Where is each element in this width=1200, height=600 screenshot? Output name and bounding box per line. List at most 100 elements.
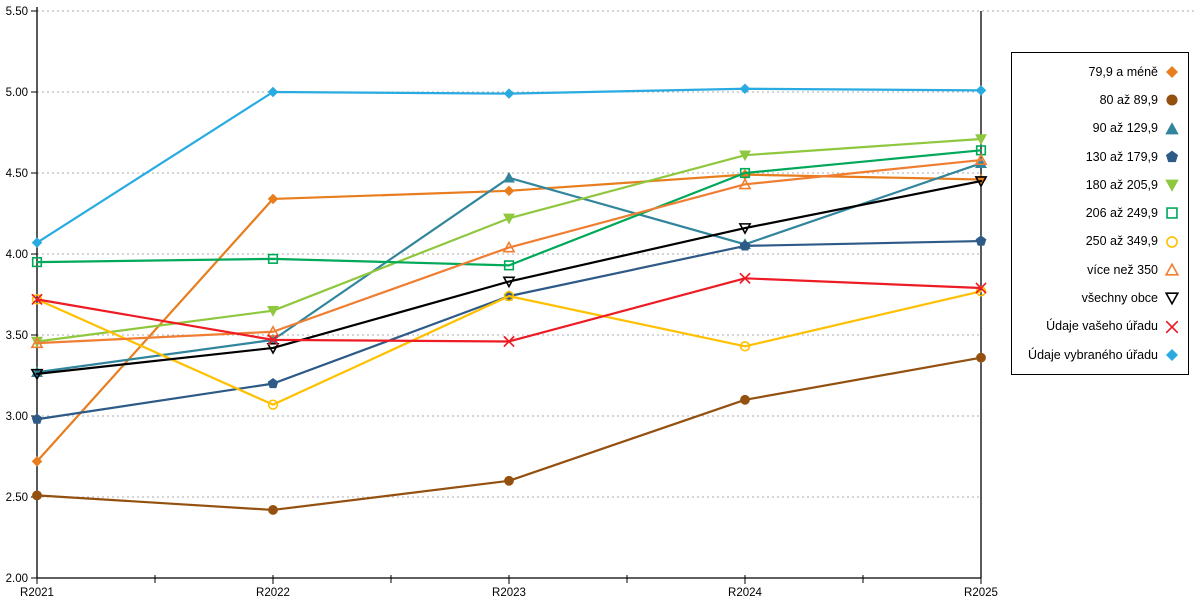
triangle-down-marker-icon bbox=[975, 134, 987, 146]
legend-label: 206 až 249,9 bbox=[1085, 206, 1158, 221]
legend-marker-icon bbox=[1166, 94, 1178, 106]
triangle-up-marker-icon bbox=[975, 157, 987, 168]
x-marker-icon bbox=[739, 272, 751, 284]
square-marker-icon bbox=[31, 257, 43, 268]
y-tick-label: 3.00 bbox=[6, 411, 28, 423]
diamond-marker-icon bbox=[1165, 66, 1179, 79]
triangle-up-marker-icon bbox=[266, 325, 280, 337]
triangle-down-marker-icon bbox=[739, 150, 751, 162]
triangle-up-marker-icon bbox=[738, 177, 752, 190]
diamond-marker-icon bbox=[267, 193, 279, 205]
series-line bbox=[35, 290, 983, 406]
pentagon-marker-icon bbox=[975, 235, 987, 246]
legend-item: více než 350 bbox=[1016, 262, 1180, 278]
legend-marker-icon bbox=[1164, 262, 1180, 276]
triangle-up-marker-icon bbox=[974, 153, 988, 166]
diamond-marker-icon bbox=[267, 86, 279, 98]
series-line bbox=[35, 356, 983, 512]
square-marker-icon bbox=[739, 167, 751, 179]
x-tick-label: R2023 bbox=[492, 587, 526, 599]
legend-item: 206 až 249,9 bbox=[1016, 205, 1180, 221]
legend-item: 180 až 205,9 bbox=[1016, 177, 1180, 193]
x-marker-icon bbox=[31, 293, 43, 305]
legend-marker-icon bbox=[1165, 121, 1179, 134]
diamond-marker-icon bbox=[31, 237, 43, 249]
x-tick-label: R2024 bbox=[728, 587, 762, 599]
circle-marker-icon bbox=[739, 341, 751, 352]
triangle-up-marker-icon bbox=[1165, 121, 1179, 134]
x-marker-icon bbox=[1165, 320, 1179, 333]
circle-marker-icon bbox=[1166, 235, 1178, 248]
diamond-marker-icon bbox=[31, 456, 43, 467]
legend-item: všechny obce bbox=[1016, 290, 1180, 306]
triangle-up-marker-icon bbox=[30, 336, 44, 349]
legend-marker-icon bbox=[1166, 207, 1178, 220]
triangle-down-marker-icon bbox=[502, 276, 516, 289]
circle-marker-icon bbox=[504, 475, 514, 486]
legend-item: 250 až 349,9 bbox=[1016, 234, 1180, 250]
legend-label: 250 až 349,9 bbox=[1085, 234, 1158, 249]
square-marker-icon bbox=[267, 253, 279, 264]
legend-label: všechny obce bbox=[1081, 291, 1158, 305]
legend-label: Údaje vybraného úřadu bbox=[1028, 347, 1158, 362]
y-tick-label: 2.00 bbox=[6, 573, 28, 585]
pentagon-marker-icon bbox=[739, 240, 751, 251]
x-marker-icon bbox=[503, 336, 515, 347]
triangle-down-marker-icon bbox=[266, 342, 280, 355]
circle-marker-icon bbox=[976, 352, 986, 363]
circle-marker-icon bbox=[503, 290, 515, 302]
pentagon-marker-icon bbox=[1165, 150, 1179, 163]
circle-marker-icon bbox=[32, 490, 42, 501]
square-marker-icon bbox=[1166, 207, 1178, 220]
circle-marker-icon bbox=[1166, 94, 1178, 106]
triangle-up-marker-icon bbox=[503, 171, 515, 183]
diamond-marker-icon bbox=[739, 83, 751, 95]
legend-label: více než 350 bbox=[1087, 262, 1158, 277]
y-tick-label: 4.50 bbox=[6, 168, 28, 180]
triangle-down-marker-icon bbox=[30, 368, 44, 381]
y-tick-label: 3.50 bbox=[6, 330, 28, 342]
legend-item: 79,9 a méně bbox=[1016, 64, 1180, 80]
legend-label: 90 až 129,9 bbox=[1092, 121, 1158, 136]
series-line bbox=[35, 239, 983, 421]
legend-item: Údaje vybraného úřadu bbox=[1016, 347, 1180, 363]
series-line bbox=[35, 149, 983, 267]
x-tick-label: R2022 bbox=[256, 587, 290, 599]
legend-marker-icon bbox=[1165, 66, 1179, 79]
legend-item: 130 až 179,9 bbox=[1016, 149, 1180, 165]
series-line bbox=[35, 158, 983, 345]
legend-marker-icon bbox=[1166, 235, 1178, 248]
diamond-marker-icon bbox=[975, 85, 987, 96]
circle-marker-icon bbox=[740, 394, 750, 405]
legend-label: Údaje vašeho úřadu bbox=[1046, 319, 1158, 334]
diamond-marker-icon bbox=[503, 88, 515, 99]
triangle-down-marker-icon bbox=[503, 213, 515, 225]
legend-item: Údaje vašeho úřadu bbox=[1016, 319, 1180, 335]
diamond-marker-icon bbox=[1165, 348, 1179, 361]
legend-marker-icon bbox=[1165, 179, 1179, 192]
circle-marker-icon bbox=[268, 505, 278, 515]
legend-item: 80 až 89,9 bbox=[1016, 92, 1180, 108]
x-tick-label: R2025 bbox=[964, 587, 998, 599]
pentagon-marker-icon bbox=[267, 377, 279, 389]
triangle-down-marker-icon bbox=[1164, 292, 1180, 306]
triangle-down-marker-icon bbox=[1165, 179, 1179, 192]
triangle-up-marker-icon bbox=[502, 240, 516, 253]
triangle-up-marker-icon bbox=[1164, 262, 1180, 276]
x-marker-icon bbox=[267, 334, 279, 346]
x-marker-icon bbox=[975, 282, 987, 294]
legend-marker-icon bbox=[1165, 320, 1179, 333]
series-line bbox=[35, 137, 983, 343]
legend-label: 130 až 179,9 bbox=[1085, 149, 1158, 164]
triangle-down-marker-icon bbox=[974, 176, 988, 188]
legend-marker-icon bbox=[1165, 348, 1179, 361]
series-line bbox=[35, 180, 983, 375]
triangle-down-marker-icon bbox=[738, 223, 752, 235]
y-tick-label: 4.00 bbox=[6, 249, 28, 261]
x-tick-label: R2021 bbox=[20, 587, 54, 599]
square-marker-icon bbox=[503, 260, 515, 271]
legend-label: 79,9 a méně bbox=[1088, 64, 1159, 79]
legend-label: 80 až 89,9 bbox=[1099, 93, 1158, 108]
